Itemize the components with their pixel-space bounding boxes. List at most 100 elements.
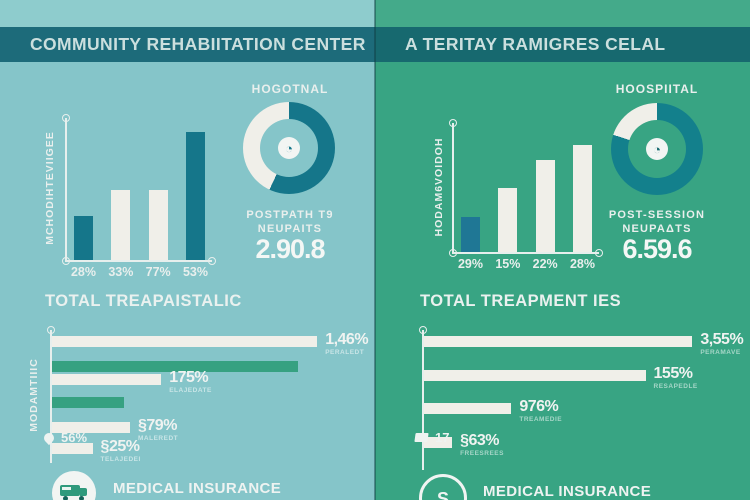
axis-endpoint-dot: [62, 257, 70, 265]
right-donut-caption: POST-SESSION NEUPAΔTS: [587, 208, 727, 236]
right-top-strip: [375, 0, 750, 27]
caption-line: NEUPAΔTS: [622, 223, 692, 235]
axis-endpoint-dot: [62, 114, 70, 122]
dollar-icon: S: [436, 488, 449, 500]
bar: [461, 217, 480, 252]
left-donut-chart: ◔: [243, 102, 335, 194]
tick-label: 15%: [495, 257, 521, 271]
ambulance-icon: [60, 485, 88, 500]
right-vchart-tick-labels: 29% 15% 22% 28%: [454, 252, 599, 271]
bar-value-label: 3,55%: [700, 331, 744, 348]
axis-endpoint-dot: [419, 326, 427, 334]
bar: [424, 369, 646, 381]
left-panel-title: COMMUNITY REHABIITATION CENTER: [30, 34, 366, 54]
bar-sub-label: ELAJEDATE: [169, 386, 212, 394]
caption-line: NEUPAITS: [257, 223, 323, 235]
caption-line: POST-SESSION: [608, 209, 706, 221]
bar: [111, 190, 131, 260]
right-vchart-y-axis-label: HODAM6VOIDOH: [433, 137, 445, 236]
left-hchart-footer: 56%: [41, 430, 88, 445]
clock-glyph: ◔: [285, 140, 293, 156]
bar-value-label: §63%: [460, 431, 499, 449]
bar: [52, 442, 93, 454]
bar: [74, 215, 93, 260]
hbar-row: 1,46% PERALEDT: [52, 332, 369, 357]
axis-endpoint-dot: [595, 249, 603, 257]
right-panel-title: A TERITAY RAMIGRES CELAL: [405, 34, 666, 54]
bar: [498, 187, 518, 252]
right-horizontal-bar-chart: 3,55% PERAMAVE 155% RESAPEDLE 976% TREAM…: [419, 326, 744, 470]
bar: [52, 373, 162, 385]
bar: [572, 144, 592, 252]
left-vchart-bars: [67, 118, 212, 260]
right-panel: A TERITAY RAMIGRES CELAL HODAM6VOIDOH 29…: [375, 0, 750, 500]
bar-value-label: §79%: [138, 417, 177, 434]
bar-sub-label: TREAMEDIE: [519, 416, 563, 423]
bar: [52, 422, 130, 433]
bar: [424, 336, 693, 347]
left-header-bar: COMMUNITY REHABIITATION CENTER: [0, 27, 375, 62]
right-vchart-bars: [454, 123, 599, 252]
insurance-badge: S: [419, 474, 467, 500]
tick-label: 29%: [457, 257, 484, 271]
left-horizontal-bar-chart: MODAMTIIIC 1,46% PERALEDT 175% ELAJEDATE…: [28, 326, 369, 464]
right-section-title: TOTAL TREAPMENT IES: [420, 292, 622, 310]
hbar-row: 175% ELAJEDATE: [52, 369, 364, 395]
hbar-row: §79% MALEREDT: [52, 418, 364, 443]
left-section-title: TOTAL TREAPAISTALIC: [45, 292, 242, 310]
axis-endpoint-dot: [449, 249, 457, 257]
tick-label: 28%: [70, 265, 97, 279]
hbar-row: 155% RESAPEDLE: [424, 365, 736, 391]
bar-sub-label: PERALEDT: [325, 349, 365, 356]
left-vertical-bar-chart: MCHODIHTEVIIGEE 28% 33% 77% 53%: [44, 114, 216, 279]
bar: [148, 190, 168, 260]
bar-sub-label: TELAJEDEI: [100, 455, 141, 463]
footer-stat: 17: [435, 430, 450, 445]
tick-label: 53%: [182, 265, 208, 279]
bar: [424, 436, 453, 448]
hbar-row: 976% TREAMEDIE: [424, 399, 736, 424]
hbar-row: [52, 360, 364, 372]
hbar-row: §25% TELAJEDEI: [52, 438, 364, 464]
location-pin-icon: [41, 430, 57, 445]
clock-glyph: ◔: [653, 141, 661, 157]
footer-stat: 56%: [61, 430, 88, 445]
caption-line: POSTPATH T9: [246, 209, 334, 221]
hbar-row: 3,55% PERAMAVE: [424, 332, 744, 357]
tick-label: 22%: [532, 257, 558, 271]
bar-value-label: 976%: [519, 398, 559, 415]
bar-sub-label: FREESREES: [460, 449, 504, 457]
axis-endpoint-dot: [208, 257, 216, 265]
bar-value-label: 175%: [169, 368, 209, 386]
bar: [52, 397, 124, 408]
left-donut-stat-value: 2.90.8: [255, 234, 325, 264]
tick-label: 77%: [145, 265, 171, 279]
bar: [424, 403, 512, 414]
left-hchart-y-axis-label: MODAMTIIIC: [28, 357, 40, 432]
axis-endpoint-dot: [449, 119, 457, 127]
right-donut-title: HOOSPIITAL: [615, 82, 699, 96]
left-top-strip: [0, 0, 375, 27]
insurance-label: MEDICAL INSURANCE: [113, 480, 282, 497]
left-donut-caption: POSTPATH T9 NEUPAITS: [220, 208, 360, 236]
insurance-label: MEDICAL INSURANCE: [483, 483, 652, 500]
hbar-row: [52, 397, 364, 408]
right-header-bar: A TERITAY RAMIGRES CELAL: [375, 27, 750, 62]
bar: [52, 360, 299, 372]
bar-sub-label: PERAMAVE: [700, 349, 741, 356]
left-vchart-tick-labels: 28% 33% 77% 53%: [67, 260, 212, 279]
bar: [52, 336, 318, 347]
panel-divider: [374, 0, 376, 500]
left-vchart-y-axis-label: MCHODIHTEVIIGEE: [44, 131, 56, 245]
bar-value-label: 155%: [653, 364, 693, 382]
hbar-row: §63% FREESREES: [424, 432, 736, 458]
bar: [535, 160, 555, 252]
right-donut-chart: ◔: [611, 103, 703, 195]
left-donut-title: HOGOTNAL: [251, 82, 329, 96]
axis-endpoint-dot: [47, 326, 55, 334]
flag-icon: [414, 433, 429, 442]
bar-sub-label: RESAPEDLE: [653, 382, 698, 390]
left-panel: COMMUNITY REHABIITATION CENTER MCHODIHTE…: [0, 0, 375, 500]
tick-label: 33%: [108, 265, 134, 279]
